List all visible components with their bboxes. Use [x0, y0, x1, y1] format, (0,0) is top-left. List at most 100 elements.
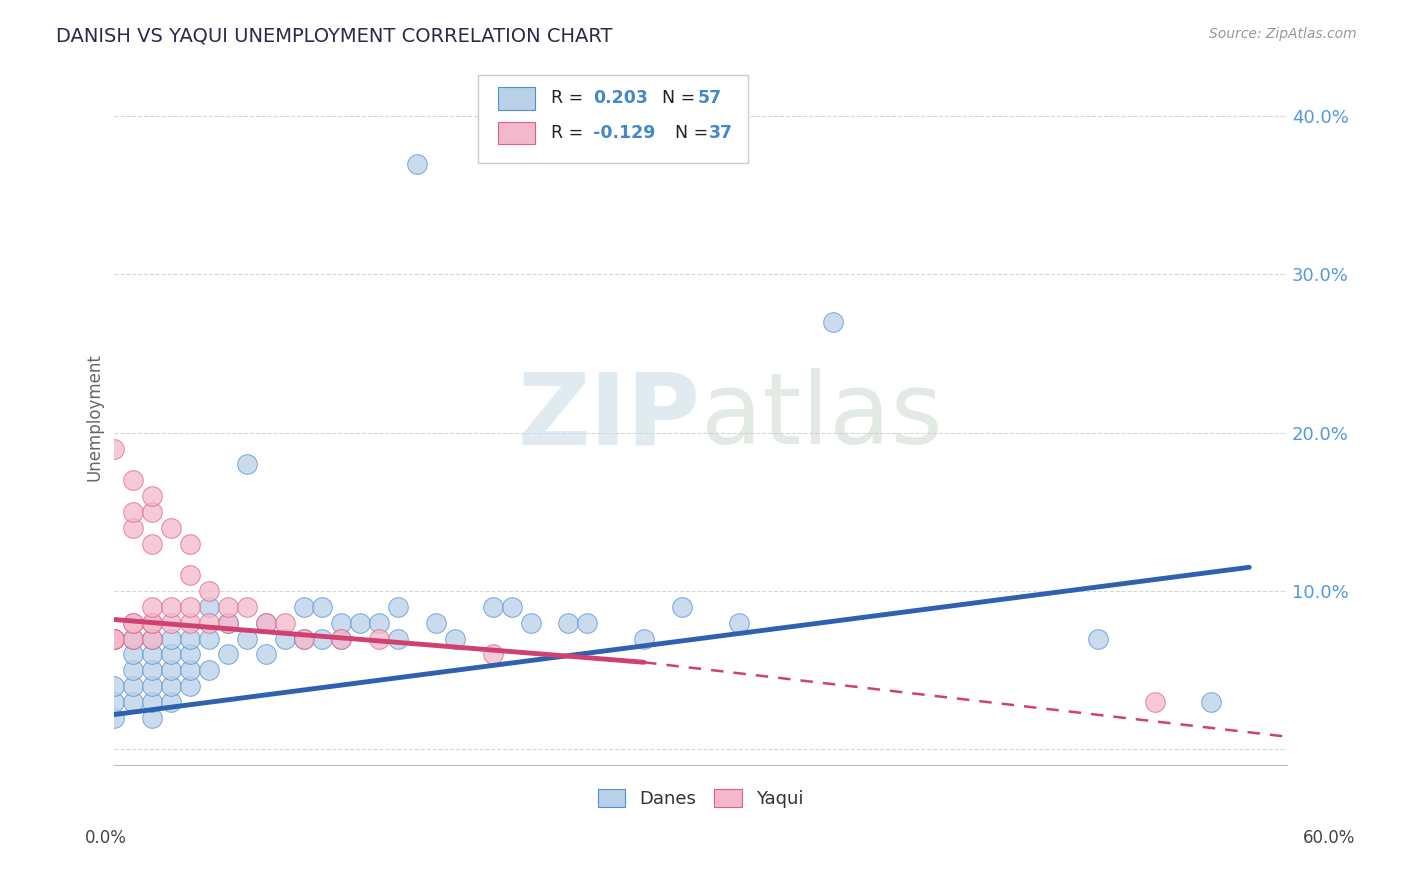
- Point: [141, 711, 163, 725]
- Text: 57: 57: [697, 89, 721, 107]
- Text: N =: N =: [651, 89, 702, 107]
- Point: [122, 615, 145, 630]
- Point: [292, 632, 315, 646]
- Point: [633, 632, 655, 646]
- Point: [141, 679, 163, 693]
- Text: 60.0%: 60.0%: [1302, 829, 1355, 847]
- Point: [236, 599, 259, 614]
- Text: -0.129: -0.129: [593, 124, 655, 143]
- Point: [330, 632, 353, 646]
- Text: Source: ZipAtlas.com: Source: ZipAtlas.com: [1209, 27, 1357, 41]
- Point: [103, 695, 125, 709]
- Point: [122, 473, 145, 487]
- Point: [236, 632, 259, 646]
- Point: [122, 695, 145, 709]
- Point: [160, 615, 183, 630]
- FancyBboxPatch shape: [498, 122, 536, 145]
- Point: [179, 632, 201, 646]
- Point: [217, 615, 239, 630]
- Point: [122, 648, 145, 662]
- Point: [311, 599, 333, 614]
- Point: [1201, 695, 1223, 709]
- Point: [103, 442, 125, 456]
- Text: atlas: atlas: [700, 368, 942, 466]
- Point: [198, 632, 221, 646]
- Point: [160, 663, 183, 677]
- Point: [122, 663, 145, 677]
- Point: [217, 615, 239, 630]
- Point: [387, 632, 409, 646]
- FancyBboxPatch shape: [498, 87, 536, 110]
- Point: [576, 615, 599, 630]
- Point: [727, 615, 749, 630]
- Point: [254, 615, 277, 630]
- Point: [217, 599, 239, 614]
- Text: R =: R =: [551, 89, 588, 107]
- Legend: Danes, Yaqui: Danes, Yaqui: [591, 781, 811, 815]
- Point: [501, 599, 523, 614]
- Point: [406, 156, 429, 170]
- Point: [160, 648, 183, 662]
- Point: [122, 505, 145, 519]
- Point: [141, 663, 163, 677]
- Point: [198, 584, 221, 599]
- Point: [141, 536, 163, 550]
- Point: [179, 599, 201, 614]
- Point: [292, 632, 315, 646]
- Text: 0.203: 0.203: [593, 89, 648, 107]
- Point: [1087, 632, 1109, 646]
- Point: [141, 695, 163, 709]
- Point: [198, 599, 221, 614]
- Point: [103, 632, 125, 646]
- Point: [141, 489, 163, 503]
- Point: [179, 648, 201, 662]
- Point: [1143, 695, 1166, 709]
- Point: [122, 632, 145, 646]
- Point: [103, 632, 125, 646]
- Point: [254, 615, 277, 630]
- Text: 0.0%: 0.0%: [84, 829, 127, 847]
- Point: [671, 599, 693, 614]
- Text: ZIP: ZIP: [517, 368, 700, 466]
- Point: [103, 632, 125, 646]
- Point: [273, 615, 295, 630]
- Point: [141, 632, 163, 646]
- Point: [198, 663, 221, 677]
- FancyBboxPatch shape: [478, 76, 748, 162]
- Point: [254, 648, 277, 662]
- Point: [160, 521, 183, 535]
- Point: [425, 615, 447, 630]
- Point: [273, 632, 295, 646]
- Point: [444, 632, 467, 646]
- Point: [179, 615, 201, 630]
- Point: [311, 632, 333, 646]
- Point: [141, 615, 163, 630]
- Point: [217, 648, 239, 662]
- Point: [179, 568, 201, 582]
- Point: [292, 599, 315, 614]
- Point: [519, 615, 541, 630]
- Point: [122, 521, 145, 535]
- Point: [141, 505, 163, 519]
- Point: [141, 599, 163, 614]
- Point: [179, 679, 201, 693]
- Point: [481, 599, 503, 614]
- Point: [141, 632, 163, 646]
- Point: [179, 536, 201, 550]
- Text: R =: R =: [551, 124, 588, 143]
- Point: [103, 632, 125, 646]
- Point: [122, 679, 145, 693]
- Point: [122, 632, 145, 646]
- Point: [122, 615, 145, 630]
- Point: [160, 599, 183, 614]
- Point: [368, 615, 391, 630]
- Point: [141, 615, 163, 630]
- Point: [160, 695, 183, 709]
- Point: [330, 615, 353, 630]
- Point: [349, 615, 371, 630]
- Point: [103, 679, 125, 693]
- Text: DANISH VS YAQUI UNEMPLOYMENT CORRELATION CHART: DANISH VS YAQUI UNEMPLOYMENT CORRELATION…: [56, 27, 613, 45]
- Point: [481, 648, 503, 662]
- Point: [103, 711, 125, 725]
- Point: [368, 632, 391, 646]
